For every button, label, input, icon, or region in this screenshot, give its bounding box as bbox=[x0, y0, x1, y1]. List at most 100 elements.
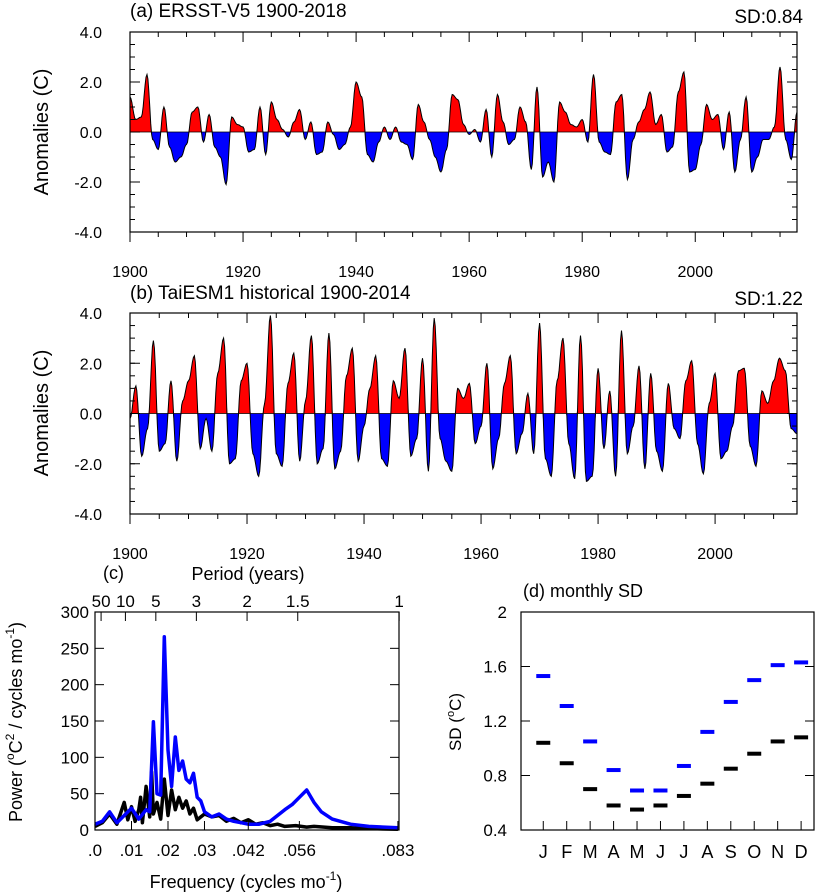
panel-c-ytick-label: 50 bbox=[70, 785, 89, 804]
panel-c-xlabel-exp: -1 bbox=[326, 869, 337, 883]
panel-c-top-axis-label: Period (years) bbox=[191, 564, 304, 584]
panel-d-ytick-label: 0.4 bbox=[483, 821, 507, 840]
panel-a-xtick-label: 2000 bbox=[677, 264, 713, 281]
panel-d-xtick-label: J bbox=[539, 842, 548, 862]
panel-b-xtick-label: 1940 bbox=[346, 546, 382, 563]
panel-b-xtick-label: 2000 bbox=[697, 546, 733, 563]
panel-b-negative-fill bbox=[130, 413, 797, 482]
panel-c-ylabel-c: C bbox=[6, 740, 26, 753]
panel-c-top-tick-label: 1.5 bbox=[286, 592, 310, 611]
panel-a-ytick-label: -4.0 bbox=[74, 225, 102, 242]
panel-a-xtick-label: 1920 bbox=[225, 264, 261, 281]
panel-c-ytick-label: 100 bbox=[61, 748, 89, 767]
panel-c-xtick-label: .01 bbox=[120, 841, 144, 860]
panel-c-top-tick-label: 10 bbox=[116, 592, 135, 611]
panel-b-plot-area: -4.0 -2.0 0.0 2.0 4.0 1900 1920 1940 1960 1980 200… bbox=[74, 306, 798, 563]
panel-a-xtick-label: 1900 bbox=[112, 264, 148, 281]
panel-a-sd-label: SD:0.84 bbox=[734, 7, 803, 28]
panel-c-xtick-label: .056 bbox=[283, 841, 316, 860]
panel-b-ylabel: Anomalies (C) bbox=[31, 350, 53, 477]
panel-a-anomaly-line bbox=[129, 66, 798, 187]
panel-a-ytick-label: 2.0 bbox=[80, 75, 102, 92]
panel-d-ylabel: SD (oC) bbox=[445, 693, 465, 751]
panel-c-xtick-label: .083 bbox=[381, 841, 414, 860]
panel-d-ytick-label: 1.6 bbox=[483, 658, 507, 677]
panel-c-xlabel-base: Frequency (cycles mo bbox=[150, 872, 326, 892]
panel-d-xtick-label: S bbox=[725, 842, 737, 862]
panel-b-xtick-label: 1960 bbox=[463, 546, 499, 563]
panel-a-title: (a) ERSST-V5 1900-2018 bbox=[130, 1, 347, 22]
panel-c-xlabel: Frequency (cycles mo-1) bbox=[150, 869, 343, 892]
panel-a-ytick-label: -2.0 bbox=[74, 175, 102, 192]
panel-c-ytick-label: 0 bbox=[80, 821, 89, 840]
panel-c-ylabel-exp: -1 bbox=[3, 628, 17, 639]
panel-d-ytick-label: 1.2 bbox=[483, 712, 507, 731]
panel-d-plot-area: 0.40.81.21.62J F M A M J J A S O N D bbox=[483, 603, 815, 862]
panel-c-ytick-label: 200 bbox=[61, 676, 89, 695]
panel-c-ersst-spectrum bbox=[94, 770, 398, 832]
panel-b-ytick-label: 2.0 bbox=[80, 356, 102, 373]
panel-d-xtick-label: J bbox=[656, 842, 665, 862]
panel-c-top-tick-label: 5 bbox=[151, 592, 160, 611]
panel-d-xtick-label: D bbox=[795, 842, 808, 862]
panel-c-ylabel-o: o bbox=[3, 753, 17, 760]
panel-d-ylabel-pre: SD ( bbox=[446, 717, 465, 751]
panel-d-ylabel-post: C) bbox=[446, 693, 465, 711]
panel-b-xtick-label: 1980 bbox=[580, 546, 616, 563]
panel-a: (a) ERSST-V5 1900-2018 SD:0.84 -4.0 -2.0 0… bbox=[31, 1, 803, 281]
panel-c-xtick-label: .0 bbox=[88, 841, 102, 860]
panel-c-xtick-label: .042 bbox=[232, 841, 265, 860]
panel-a-plot-area: -4.0 -2.0 0.0 2.0 4.0 1900 1920 1940 1960 1980 200… bbox=[74, 25, 798, 281]
panel-c-plot-area: 050100150200250300.0.01.02.03.042.056.08… bbox=[61, 592, 415, 860]
panel-c-top-tick-label: 50 bbox=[92, 592, 111, 611]
panel-c-xlabel-end: ) bbox=[336, 872, 342, 892]
panel-d-xtick-label: A bbox=[701, 842, 713, 862]
panel-d-ytick-label: 0.8 bbox=[483, 767, 507, 786]
panel-a-ylabel: Anomalies (C) bbox=[31, 69, 53, 196]
panel-a-negative-fill bbox=[130, 132, 797, 185]
panel-d-frame bbox=[520, 611, 815, 831]
panel-a-positive-fill bbox=[130, 67, 797, 132]
panel-d-xtick-label: J bbox=[679, 842, 688, 862]
panel-d-title: (d) monthly SD bbox=[523, 581, 643, 601]
panel-b-ytick-label: -2.0 bbox=[74, 457, 102, 474]
panel-d-xtick-label: M bbox=[630, 842, 645, 862]
panel-b-positive-fill bbox=[130, 315, 797, 414]
panel-b-xtick-label: 1900 bbox=[112, 546, 148, 563]
panel-c-xtick-label: .02 bbox=[156, 841, 180, 860]
panel-a-xtick-label: 1960 bbox=[451, 264, 487, 281]
panel-c-ytick-label: 150 bbox=[61, 712, 89, 731]
panel-d-xtick-label: A bbox=[608, 842, 620, 862]
panel-c-ylabel-end: ) bbox=[6, 622, 26, 628]
panel-c-ylabel-mid: / cycles mo bbox=[6, 639, 26, 734]
panel-c-ytick-label: 250 bbox=[61, 639, 89, 658]
panel-d-xtick-label: M bbox=[583, 842, 598, 862]
panel-c-xtick-label: .03 bbox=[193, 841, 217, 860]
panel-a-ytick-label: 4.0 bbox=[80, 25, 102, 42]
panel-c: (c) Period (years) 050100150200250300.0.… bbox=[3, 563, 414, 892]
panel-a-xtick-label: 1980 bbox=[564, 264, 600, 281]
panel-b-sd-label: SD:1.22 bbox=[734, 289, 803, 310]
panel-b-ytick-label: 0.0 bbox=[80, 407, 102, 424]
panel-c-label: (c) bbox=[103, 563, 124, 583]
panel-b-ytick-label: -4.0 bbox=[74, 507, 102, 524]
panel-b-title: (b) TaiESM1 historical 1900-2014 bbox=[130, 283, 411, 304]
panel-c-taiesm-spectrum bbox=[94, 634, 398, 830]
panel-d-xtick-label: F bbox=[561, 842, 572, 862]
panel-a-ytick-label: 0.0 bbox=[80, 125, 102, 142]
panel-d-xtick-label: O bbox=[747, 842, 761, 862]
panel-a-xtick-label: 1940 bbox=[338, 264, 374, 281]
panel-c-ylabel-pre: Power ( bbox=[6, 760, 26, 822]
panel-b: (b) TaiESM1 historical 1900-2014 SD:1.22… bbox=[31, 283, 803, 563]
panel-d: (d) monthly SD 0.40.81.21.62J F M A M J J A S O N D… bbox=[445, 581, 815, 862]
panel-b-ytick-label: 4.0 bbox=[80, 306, 102, 323]
panel-d-ytick-label: 2 bbox=[498, 603, 507, 622]
panel-b-anomaly-line bbox=[129, 315, 798, 482]
panel-c-ylabel-sq: 2 bbox=[3, 733, 17, 740]
panel-c-top-tick-label: 2 bbox=[242, 592, 251, 611]
panel-c-ytick-label: 300 bbox=[61, 603, 89, 622]
panel-c-top-tick-label: 1 bbox=[394, 592, 403, 611]
panel-c-ylabel: Power (oC2 / cycles mo-1) bbox=[3, 622, 26, 822]
panel-d-xtick-label: N bbox=[771, 842, 784, 862]
